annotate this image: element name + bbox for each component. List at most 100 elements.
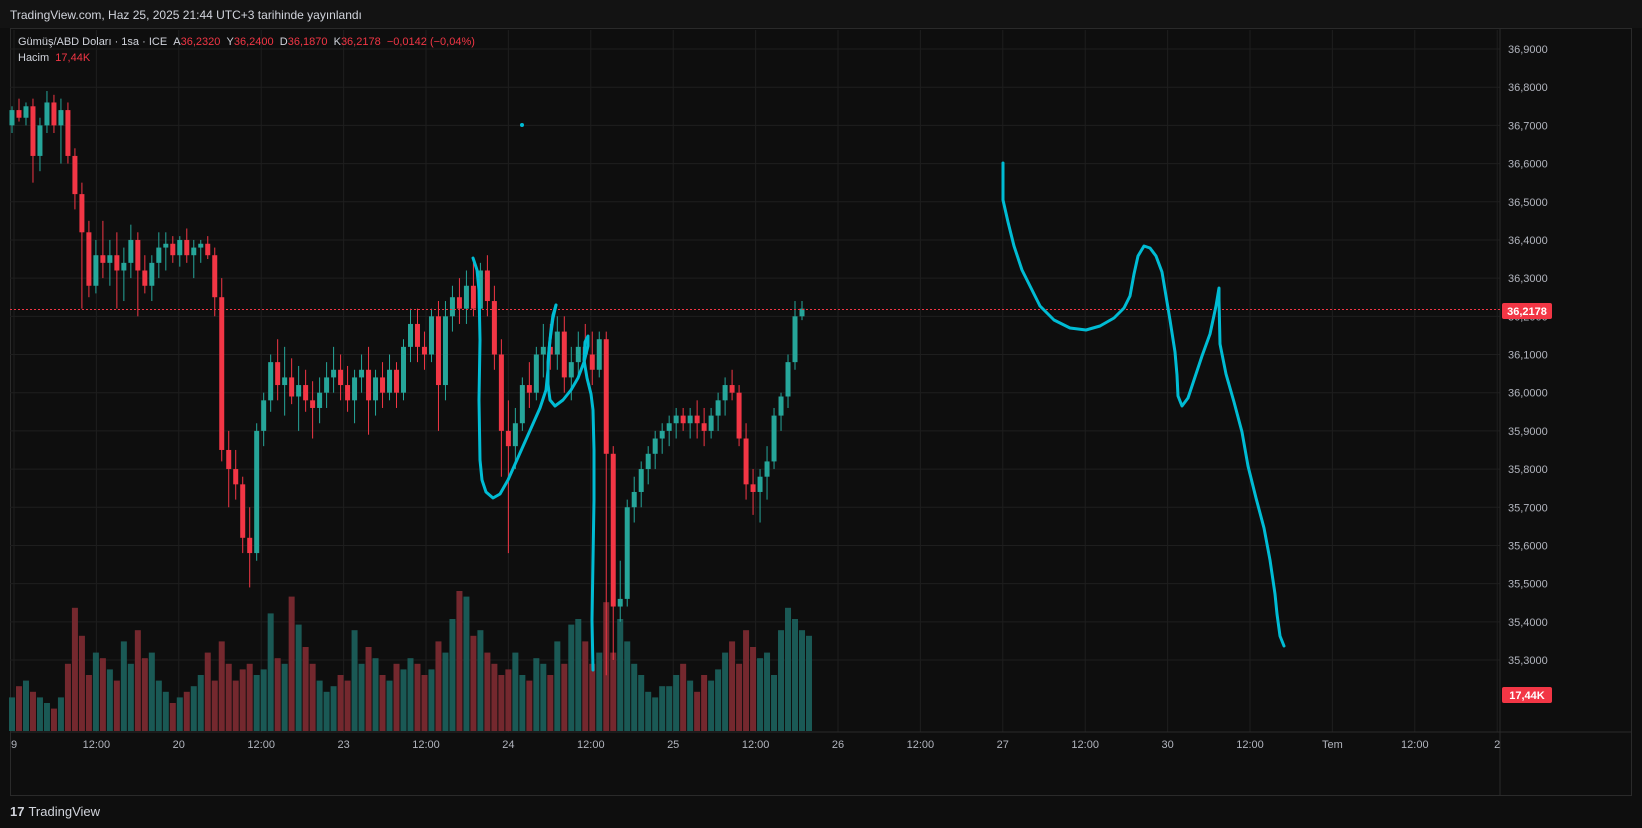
volume-bar bbox=[218, 641, 225, 731]
candle-body bbox=[9, 110, 15, 126]
candle-body bbox=[114, 255, 120, 271]
price-tick-label: 36,4000 bbox=[1508, 235, 1548, 247]
candle-body bbox=[51, 102, 57, 126]
time-tick-label: 12:00 bbox=[1071, 739, 1099, 751]
volume-bar bbox=[498, 675, 505, 731]
volume-bars bbox=[9, 591, 812, 731]
candle-body bbox=[638, 469, 644, 492]
volume-bar bbox=[680, 663, 687, 731]
candle-body bbox=[296, 385, 302, 397]
candle-body bbox=[177, 239, 183, 256]
candle-body bbox=[449, 297, 455, 317]
time-tick-label: 2 bbox=[1494, 739, 1500, 751]
volume-bar bbox=[78, 635, 85, 731]
candle-body bbox=[282, 377, 288, 386]
time-axis[interactable]: 9 12:00 20 12:00 23 12:00 24 12:00 25 12:00 26 12:0… bbox=[11, 739, 1500, 751]
volume-bar bbox=[204, 652, 211, 731]
symbol-title[interactable]: Gümüş/ABD Doları · 1sa · ICE bbox=[18, 36, 168, 48]
candle-body bbox=[387, 369, 393, 393]
price-tick-label: 35,7000 bbox=[1508, 502, 1548, 514]
tradingview-logo[interactable]: 17 TradingView bbox=[10, 804, 101, 819]
candle-body bbox=[65, 110, 71, 156]
price-tick-label: 35,4000 bbox=[1508, 617, 1548, 629]
volume-bar bbox=[211, 680, 218, 731]
volume-bar bbox=[85, 675, 92, 731]
high-label: Y bbox=[226, 36, 234, 48]
volume-bar bbox=[659, 686, 666, 731]
volume-bar bbox=[491, 663, 498, 731]
volume-bar bbox=[43, 703, 50, 731]
volume-bar bbox=[316, 680, 323, 731]
volume-bar bbox=[309, 663, 316, 731]
volume-bar bbox=[673, 675, 680, 731]
candle-body bbox=[652, 438, 658, 454]
candle-body bbox=[142, 270, 148, 286]
volume-bar bbox=[365, 647, 372, 731]
candle-body bbox=[317, 392, 323, 408]
volume-bar bbox=[421, 675, 428, 731]
volume-bar bbox=[57, 697, 64, 731]
price-tick-label: 35,6000 bbox=[1508, 540, 1548, 552]
candle-body bbox=[610, 453, 616, 607]
time-tick-label: 27 bbox=[997, 739, 1009, 751]
candle-body bbox=[736, 392, 742, 439]
candle-body bbox=[121, 262, 127, 271]
candle-body bbox=[16, 110, 22, 118]
volume-bar bbox=[120, 641, 127, 731]
candle-body bbox=[617, 598, 623, 607]
candle-body bbox=[44, 102, 50, 126]
candle-body bbox=[240, 484, 246, 538]
candle-body bbox=[72, 155, 78, 195]
volume-bar bbox=[582, 641, 589, 731]
time-tick-label: 12:00 bbox=[577, 739, 605, 751]
volume-bar bbox=[638, 675, 645, 731]
volume-bar bbox=[407, 658, 414, 731]
volume-bar bbox=[736, 663, 743, 731]
volume-bar bbox=[540, 663, 547, 731]
volume-bar bbox=[589, 663, 596, 731]
candle-body bbox=[226, 449, 232, 470]
candle-body bbox=[156, 247, 162, 263]
volume-bar bbox=[610, 652, 617, 731]
candle-body bbox=[414, 323, 420, 347]
volume-label[interactable]: Hacim bbox=[18, 52, 50, 64]
candle-body bbox=[484, 270, 490, 302]
volume-bar bbox=[267, 613, 274, 731]
volume-bar bbox=[379, 675, 386, 731]
price-tick-label: 36,7000 bbox=[1508, 120, 1548, 132]
time-tick-label: 9 bbox=[11, 739, 17, 751]
candle-body bbox=[58, 110, 64, 126]
volume-bar bbox=[295, 624, 302, 731]
candle-body bbox=[729, 385, 735, 393]
volume-bar bbox=[505, 669, 512, 731]
candle-body bbox=[345, 385, 351, 401]
volume-bar bbox=[71, 607, 78, 731]
volume-bar bbox=[162, 691, 169, 731]
candle-body bbox=[533, 354, 539, 393]
time-tick-label: 24 bbox=[502, 739, 514, 751]
price-tick-label: 36,9000 bbox=[1508, 44, 1548, 56]
trendline-drawings[interactable] bbox=[471, 123, 1286, 672]
volume-bar bbox=[344, 680, 351, 731]
price-tick-label: 35,9000 bbox=[1508, 426, 1548, 438]
price-tick-label: 35,8000 bbox=[1508, 464, 1548, 476]
price-tick-label: 36,0000 bbox=[1508, 388, 1548, 400]
candle-body bbox=[268, 362, 274, 401]
volume-bar bbox=[400, 669, 407, 731]
volume-bar bbox=[526, 680, 533, 731]
candle-body bbox=[331, 369, 337, 378]
volume-bar bbox=[561, 663, 568, 731]
volume-bar bbox=[414, 663, 421, 731]
candle-body bbox=[247, 537, 253, 554]
candle-body bbox=[694, 415, 700, 424]
candle-body bbox=[680, 415, 686, 424]
volume-bar bbox=[246, 663, 253, 731]
ohlc-legend: Gümüş/ABD Doları · 1sa · ICE A36,2320 Y3… bbox=[18, 34, 475, 50]
chart-legend: Gümüş/ABD Doları · 1sa · ICE A36,2320 Y3… bbox=[18, 34, 475, 66]
volume-tag-label: 17,44K bbox=[1509, 690, 1545, 702]
price-axis[interactable]: 36,9000 36,8000 36,7000 36,6000 36,5000 36,40… bbox=[1508, 44, 1548, 667]
volume-bar bbox=[477, 630, 484, 731]
volume-bar bbox=[547, 675, 554, 731]
high-value: 36,2400 bbox=[233, 36, 274, 48]
